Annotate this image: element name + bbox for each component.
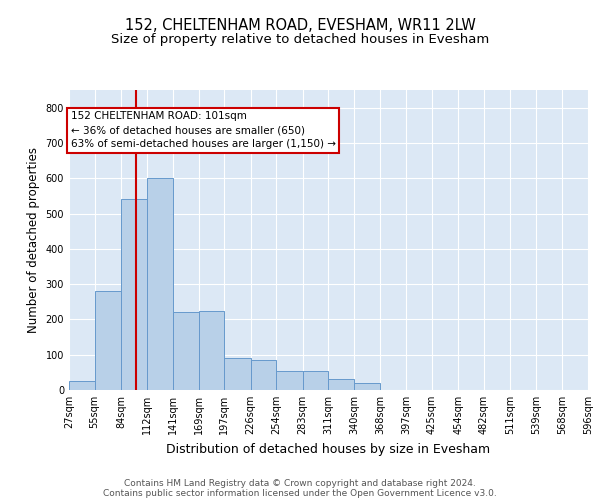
- Bar: [302, 370, 328, 390]
- Bar: [328, 380, 355, 390]
- Bar: [251, 360, 276, 390]
- Bar: [173, 312, 199, 390]
- Text: 152, CHELTENHAM ROAD, EVESHAM, WR11 2LW: 152, CHELTENHAM ROAD, EVESHAM, WR11 2LW: [125, 18, 475, 32]
- Text: Contains HM Land Registry data © Crown copyright and database right 2024.: Contains HM Land Registry data © Crown c…: [124, 478, 476, 488]
- Text: Size of property relative to detached houses in Evesham: Size of property relative to detached ho…: [111, 32, 489, 46]
- X-axis label: Distribution of detached houses by size in Evesham: Distribution of detached houses by size …: [166, 442, 491, 456]
- Bar: [276, 370, 302, 390]
- Bar: [199, 310, 224, 390]
- Text: Contains public sector information licensed under the Open Government Licence v3: Contains public sector information licen…: [103, 488, 497, 498]
- Bar: [146, 178, 173, 390]
- Bar: [69, 381, 95, 390]
- Bar: [355, 383, 380, 390]
- Bar: [95, 291, 121, 390]
- Text: 152 CHELTENHAM ROAD: 101sqm
← 36% of detached houses are smaller (650)
63% of se: 152 CHELTENHAM ROAD: 101sqm ← 36% of det…: [71, 111, 336, 149]
- Bar: [224, 358, 251, 390]
- Bar: [121, 200, 146, 390]
- Y-axis label: Number of detached properties: Number of detached properties: [27, 147, 40, 333]
